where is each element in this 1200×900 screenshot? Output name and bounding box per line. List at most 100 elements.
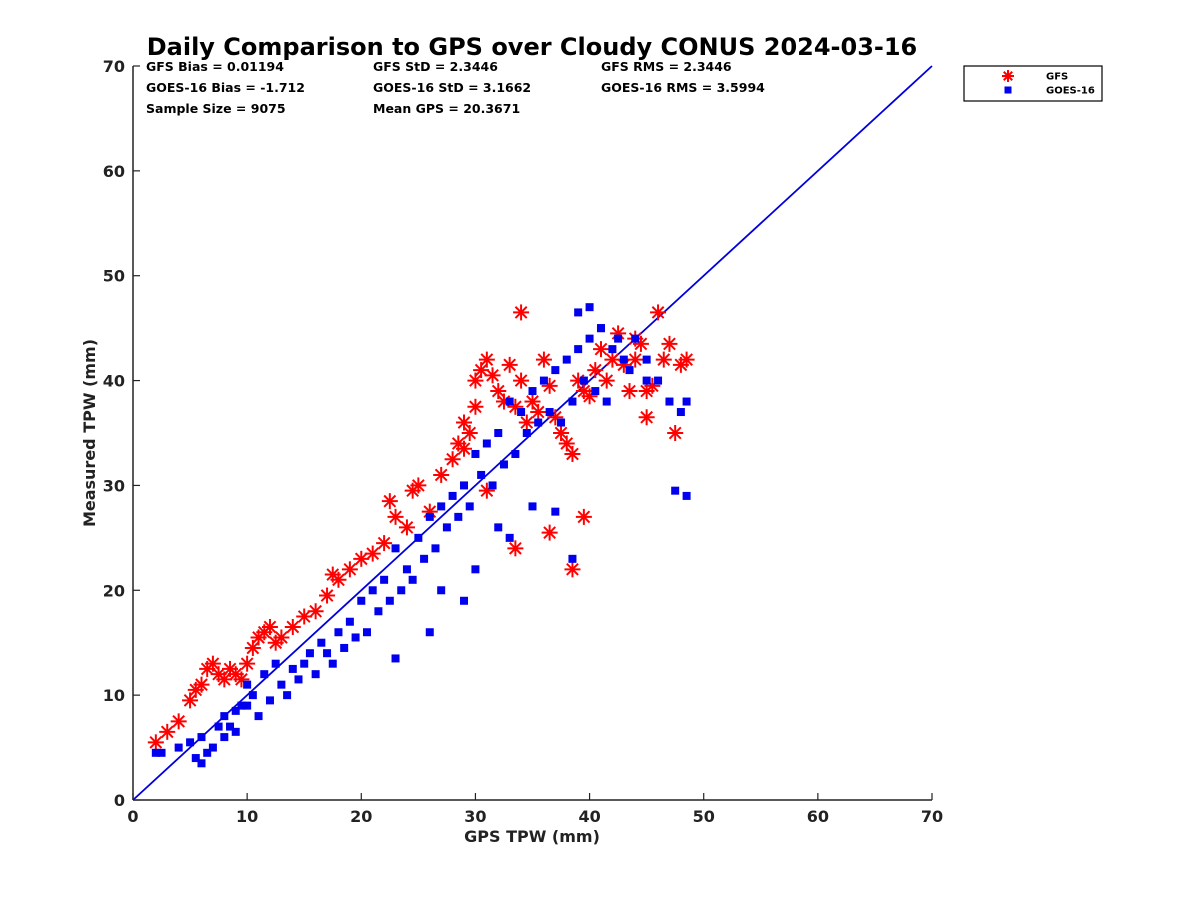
goes16-point	[203, 748, 212, 757]
gfs-point	[604, 351, 621, 368]
gfs-point	[261, 618, 278, 635]
goes16-point	[265, 696, 274, 705]
goes16-point	[499, 460, 508, 469]
gfs-point	[621, 383, 638, 400]
series-goes-16	[151, 303, 691, 768]
gfs-point	[193, 676, 210, 693]
gfs-point	[507, 540, 524, 557]
goes16-point	[557, 418, 566, 427]
gfs-point	[398, 519, 415, 536]
goes16-point	[551, 507, 560, 516]
gfs-point	[353, 550, 370, 567]
goes16-point	[682, 397, 691, 406]
gfs-point	[592, 341, 609, 358]
x-tick-label: 20	[350, 807, 372, 826]
gfs-point	[564, 561, 581, 578]
goes16-point	[551, 366, 560, 375]
goes16-point	[391, 544, 400, 553]
gfs-point	[650, 304, 667, 321]
axes	[132, 66, 932, 801]
goes16-point	[505, 397, 514, 406]
gfs-point	[296, 608, 313, 625]
goes16-point	[602, 397, 611, 406]
x-tick-label: 40	[578, 807, 600, 826]
goes16-point	[385, 596, 394, 605]
goes16-point	[425, 628, 434, 637]
gfs-point	[478, 351, 495, 368]
gfs-point	[456, 414, 473, 431]
gfs-point	[381, 493, 398, 510]
goes16-point	[214, 722, 223, 731]
goes16-point	[471, 449, 480, 458]
goes16-point	[397, 586, 406, 595]
goes16-point	[374, 607, 383, 616]
goes16-point	[585, 334, 594, 343]
stat-text: GFS RMS = 2.3446	[601, 59, 732, 74]
stats-annotations: GFS Bias = 0.01194 GFS StD = 2.3446 GFS RM…	[146, 59, 765, 116]
gfs-point	[341, 561, 358, 578]
goes16-point	[220, 733, 229, 742]
goes16-point	[305, 649, 314, 658]
gfs-point	[484, 367, 501, 384]
goes16-point	[294, 675, 303, 684]
goes16-point	[511, 449, 520, 458]
goes16-point	[619, 355, 628, 364]
goes16-point	[517, 408, 526, 417]
gfs-point	[239, 655, 256, 672]
stat-text: GOES-16 Bias = -1.712	[146, 80, 305, 95]
legend-label: GFS	[1046, 72, 1068, 83]
goes16-point	[243, 701, 252, 710]
goes16-point	[448, 491, 457, 500]
goes16-point	[237, 701, 246, 710]
goes16-point	[283, 691, 292, 700]
goes16-point	[391, 654, 400, 663]
gfs-point	[638, 409, 655, 426]
gfs-point	[387, 508, 404, 525]
y-axis-label: Measured TPW (mm)	[80, 339, 99, 527]
goes16-point	[197, 733, 206, 742]
goes16-point	[488, 481, 497, 490]
points-layer	[147, 303, 695, 768]
goes16-point	[248, 691, 257, 700]
goes16-point	[437, 502, 446, 511]
legend: GFS GOES-16	[963, 65, 1103, 102]
gfs-point	[678, 351, 695, 368]
goes16-point	[642, 355, 651, 364]
goes16-point	[277, 680, 286, 689]
gfs-point	[364, 545, 381, 562]
gfs-point	[170, 713, 187, 730]
goes16-point	[420, 554, 429, 563]
goes16-point	[568, 554, 577, 563]
x-tick-label: 60	[807, 807, 829, 826]
gfs-point	[535, 351, 552, 368]
goes16-point	[631, 334, 640, 343]
goes16-point	[614, 334, 623, 343]
goes16-point	[186, 738, 195, 747]
goes16-point	[477, 470, 486, 479]
gfs-point	[273, 629, 290, 646]
stat-text: GFS StD = 2.3446	[373, 59, 498, 74]
x-tick-label: 50	[693, 807, 715, 826]
goes16-point	[362, 628, 371, 637]
goes16-point	[345, 617, 354, 626]
x-tick-label: 10	[236, 807, 258, 826]
goes16-point	[402, 565, 411, 574]
goes16-point	[208, 743, 217, 752]
goes16-point	[539, 376, 548, 385]
stat-text: Sample Size = 9075	[146, 101, 286, 116]
gfs-point	[587, 362, 604, 379]
goes16-point	[454, 512, 463, 521]
goes16-point	[334, 628, 343, 637]
gfs-point	[524, 393, 541, 410]
goes16-point	[608, 345, 617, 354]
stat-text: GFS Bias = 0.01194	[146, 59, 284, 74]
goes16-point	[568, 397, 577, 406]
goes16-point	[340, 643, 349, 652]
gfs-point	[541, 377, 558, 394]
gfs-point	[284, 618, 301, 635]
goes16-point	[174, 743, 183, 752]
goes16-point	[226, 722, 235, 731]
legend-label: GOES-16	[1046, 86, 1095, 97]
gfs-point	[541, 524, 558, 541]
gfs-point	[518, 414, 535, 431]
